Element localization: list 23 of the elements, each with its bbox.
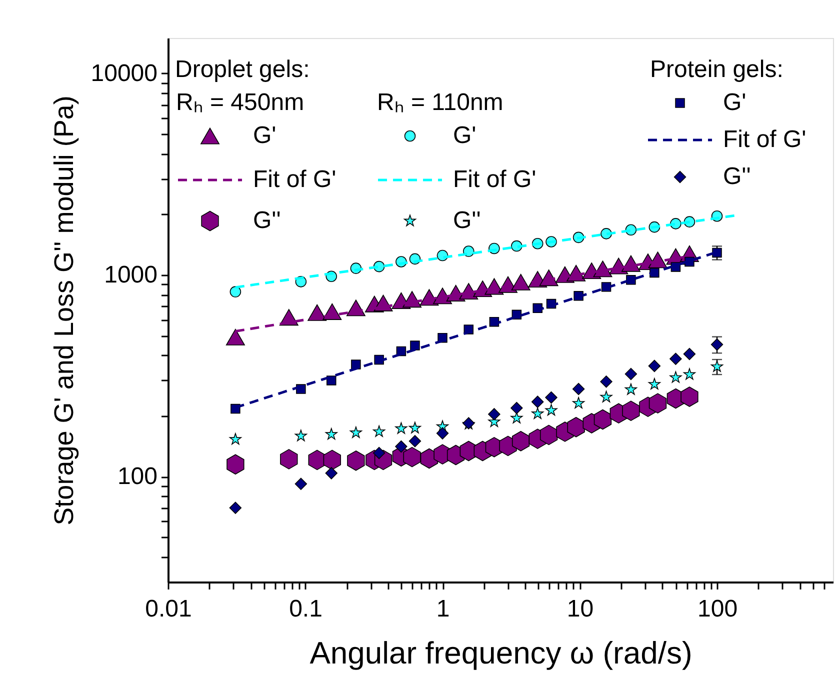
- legend-label: G': [453, 122, 476, 149]
- y-tick-label: 10000: [90, 60, 158, 87]
- legend-label: G': [253, 122, 276, 149]
- y-tick-label: 100: [117, 463, 158, 490]
- x-tick-label: 100: [697, 596, 738, 622]
- annotation: Rₕ = 110nm: [377, 89, 504, 116]
- y-axis-title: Storage G' and Loss G'' moduli (Pa): [48, 96, 79, 526]
- legend-label: Fit of G': [253, 166, 336, 193]
- legend-label: G'': [253, 207, 281, 234]
- x-tick-label: 0.01: [145, 596, 192, 622]
- legend-label: G': [723, 89, 746, 116]
- legend-label: G'': [723, 163, 751, 190]
- x-axis-title: Angular frequency ω (rad/s): [310, 636, 692, 670]
- legend-label: Fit of G': [453, 166, 536, 193]
- legend-label: G'': [453, 207, 481, 234]
- x-tick-label: 10: [566, 596, 594, 622]
- y-tick-label: 1000: [104, 262, 158, 289]
- annotation: Droplet gels:: [175, 56, 310, 83]
- annotation: Rₕ = 450nm: [176, 89, 304, 116]
- x-tick-label: 1: [436, 596, 450, 622]
- annotation: Protein gels:: [650, 56, 784, 83]
- legend-label: Fit of G': [723, 126, 806, 153]
- x-tick-label: 0.1: [289, 596, 322, 622]
